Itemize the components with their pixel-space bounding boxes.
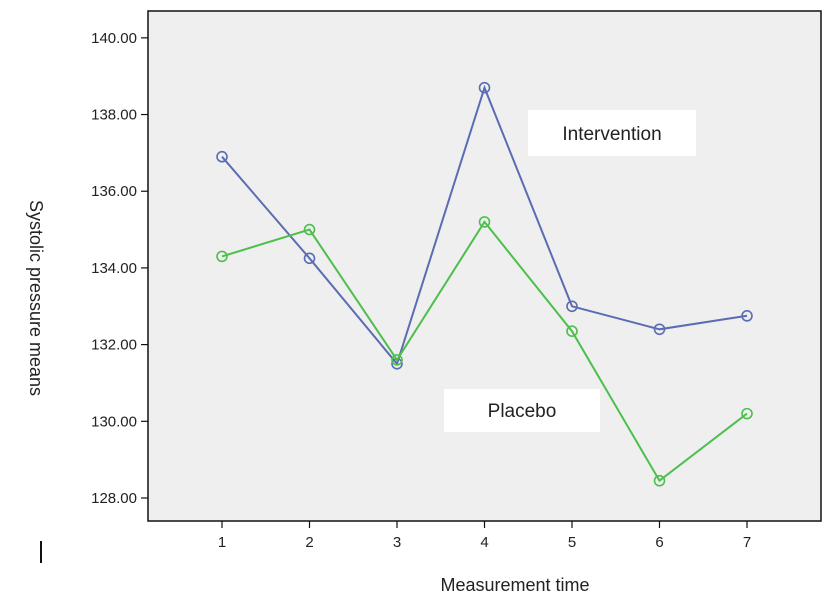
y-axis: 128.00 130.00 132.00 134.00 136.00 138.00 140.… — [91, 30, 148, 507]
x-tick-label-0: 1 — [218, 534, 226, 551]
y-tick-label-6: 140.00 — [91, 30, 137, 47]
x-tick-label-5: 6 — [655, 534, 663, 551]
point-intervention-6 — [653, 323, 666, 336]
stray-text-cursor-mark — [40, 541, 42, 563]
point-intervention-2 — [303, 252, 316, 265]
y-tick-label-4: 136.00 — [91, 183, 137, 200]
x-axis-title: Measurement time — [440, 575, 589, 595]
y-tick-label-3: 134.00 — [91, 260, 137, 277]
y-tick-label-5: 138.00 — [91, 107, 137, 124]
point-intervention-5 — [566, 300, 578, 313]
point-intervention-7 — [741, 310, 753, 322]
plot-area — [147, 10, 822, 522]
annotation-placebo: Placebo — [488, 401, 557, 422]
series-layer — [216, 81, 753, 487]
point-placebo-6 — [653, 474, 666, 487]
point-intervention-1 — [216, 150, 228, 163]
point-intervention-4 — [478, 81, 491, 94]
series-line-intervention — [221, 84, 748, 366]
x-tick-label-6: 7 — [743, 534, 751, 551]
series-line-placebo — [221, 220, 748, 483]
annotation-box-intervention — [528, 110, 696, 156]
point-placebo-7 — [741, 407, 753, 420]
x-tick-label-4: 5 — [568, 534, 576, 551]
point-placebo-1 — [216, 250, 228, 263]
point-placebo-4 — [478, 216, 491, 228]
x-tick-label-2: 3 — [393, 534, 401, 551]
y-tick-label-2: 132.00 — [91, 337, 137, 354]
point-placebo-2 — [303, 223, 316, 236]
annotations: Intervention Placebo — [444, 110, 696, 432]
point-placebo-3 — [391, 354, 403, 366]
x-axis: 1 2 3 4 5 6 7 — [218, 521, 751, 551]
x-tick-label-1: 2 — [305, 534, 313, 551]
point-placebo-5 — [566, 325, 578, 337]
y-axis-title: Systolic pressure means — [26, 200, 46, 396]
annotation-intervention: Intervention — [562, 124, 661, 145]
x-tick-label-3: 4 — [480, 534, 488, 551]
y-tick-label-0: 128.00 — [91, 490, 137, 507]
annotation-box-placebo — [444, 389, 600, 432]
y-tick-label-1: 130.00 — [91, 413, 137, 430]
